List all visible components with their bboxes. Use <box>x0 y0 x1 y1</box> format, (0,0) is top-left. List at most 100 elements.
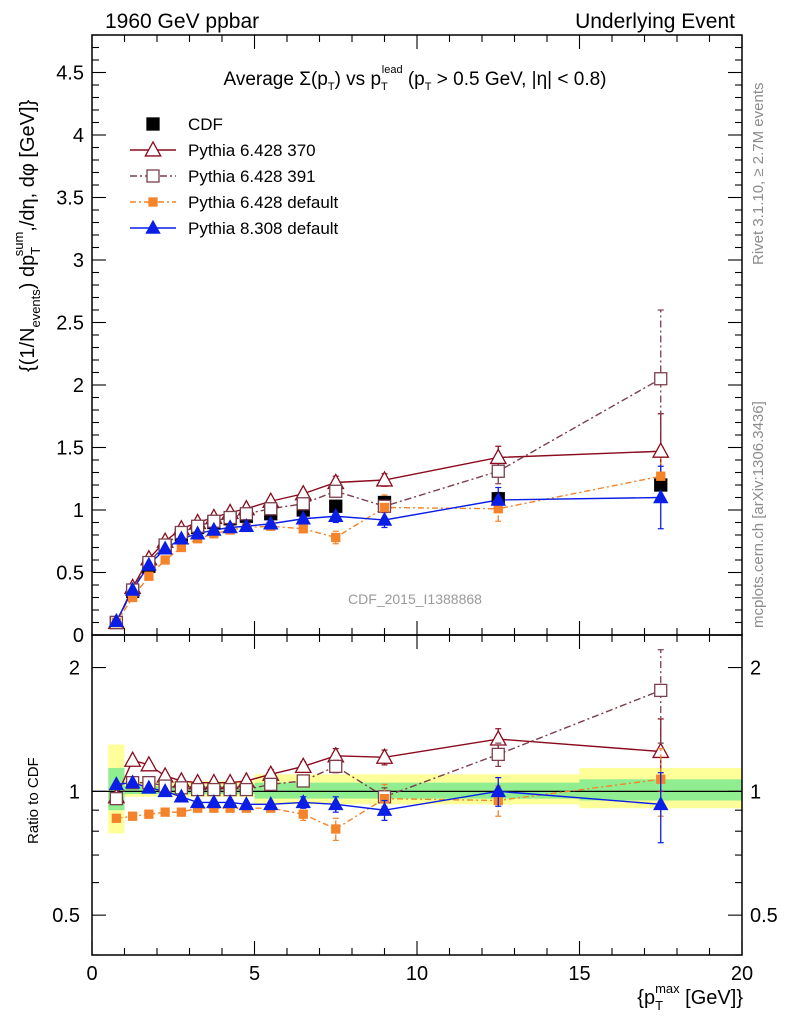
data-point <box>654 372 668 386</box>
data-point <box>379 502 390 513</box>
ratio-point <box>329 759 343 774</box>
x-tick-label: 0 <box>86 963 97 985</box>
main-series <box>107 309 670 630</box>
data-point <box>298 524 308 534</box>
main-y-tick-label: 3.5 <box>56 188 84 210</box>
header-right: Underlying Event <box>575 10 735 33</box>
data-point <box>141 556 157 571</box>
ratio-point <box>222 794 238 809</box>
legend-label: Pythia 6.428 391 <box>188 167 316 186</box>
ratio-y-tick-label-left: 0.5 <box>52 905 80 927</box>
data-point <box>157 540 173 555</box>
ratio-point <box>654 683 668 698</box>
main-y-tick-label: 2.5 <box>56 313 84 335</box>
main-y-label: {(1/Nevents) dpTsum,/dη, dφ [GeV]} <box>11 99 43 372</box>
ratio-point <box>296 774 310 788</box>
ratio-point <box>238 796 255 811</box>
ratio-y-tick-label-right: 1 <box>750 781 761 803</box>
x-axis-label: {pTmax [GeV]} <box>637 981 743 1013</box>
ratio-point <box>108 776 125 791</box>
data-point <box>108 613 125 627</box>
main-y-tick-label: 4.5 <box>56 63 84 85</box>
x-tick-label: 5 <box>249 963 260 985</box>
data-point <box>295 510 311 525</box>
data-point <box>491 464 505 478</box>
ratio-point <box>189 794 206 809</box>
main-y-tick-label: 3 <box>73 250 84 272</box>
data-point <box>651 441 670 458</box>
ratio-point <box>653 796 669 811</box>
legend-marker <box>145 219 161 234</box>
data-point <box>144 571 154 581</box>
data-point <box>264 502 278 516</box>
ratio-y-tick-label-left: 2 <box>69 658 80 680</box>
legend-label: Pythia 6.428 370 <box>188 141 316 160</box>
main-y-tick-label: 1 <box>73 500 84 522</box>
data-point <box>328 508 344 522</box>
data-point <box>160 555 170 565</box>
data-point <box>176 542 187 553</box>
ratio-point <box>190 782 205 797</box>
rivet-label: Rivet 3.1.10, ≥ 2.7M events <box>750 83 767 266</box>
ratio-point <box>123 750 142 767</box>
legend-marker <box>146 169 160 183</box>
ratio-point <box>375 747 394 764</box>
legend-marker <box>144 140 162 157</box>
legend-label: CDF <box>188 115 223 134</box>
ratio-point <box>328 796 344 811</box>
x-tick-label: 10 <box>406 963 428 985</box>
legend-label: Pythia 6.428 default <box>188 193 339 212</box>
ratio-point <box>140 755 158 772</box>
data-point <box>331 532 341 543</box>
data-point <box>239 507 254 521</box>
main-y-tick-label: 0 <box>73 625 84 647</box>
ratio-point <box>331 824 341 834</box>
ratio-point <box>298 809 308 819</box>
data-point <box>375 470 394 487</box>
ratio-y-label: Ratio to CDF <box>25 757 42 844</box>
ratio-point <box>490 783 506 798</box>
data-point <box>329 484 343 498</box>
ratio-point <box>157 783 173 798</box>
legend-marker <box>146 117 160 131</box>
data-point <box>238 518 255 532</box>
ratio-point <box>124 774 141 789</box>
ratio-point <box>206 794 222 809</box>
ratio-point <box>263 796 279 811</box>
legend-marker <box>148 197 158 207</box>
axis-ticks: 0 0.5 1 1.5 2 2.5 3 3.5 4 4.5 0 5 10 15 20 0.5 0.5 1 1 2 2 <box>52 34 778 985</box>
ratio-y-tick-label-right: 0.5 <box>750 905 778 927</box>
ratio-point <box>207 782 221 797</box>
legend-label: Pythia 8.308 default <box>188 219 339 238</box>
ratio-point <box>160 807 170 817</box>
data-point <box>656 471 666 481</box>
ratio-point <box>173 788 190 803</box>
ratio-point <box>223 782 237 797</box>
data-point <box>222 519 238 534</box>
legend: CDF Pythia 6.428 370 Pythia 6.428 391 Pythi… <box>130 115 339 238</box>
mcplots-label: mcplots.cern.ch [arXiv:1306.3436] <box>750 401 767 628</box>
x-tick-label: 15 <box>568 963 590 985</box>
ratio-point <box>141 779 157 794</box>
ratio-point <box>295 794 311 809</box>
data-point <box>493 504 503 514</box>
chart-title: Average Σ(pT) vs pTlead (pT > 0.5 GeV, |… <box>224 64 607 93</box>
ratio-y-tick-label-right: 2 <box>750 658 761 680</box>
ratio-point <box>111 813 122 823</box>
main-y-tick-label: 4 <box>73 125 84 147</box>
ratio-point <box>491 747 505 762</box>
data-point <box>489 448 508 465</box>
data-point <box>124 581 141 596</box>
ratio-point <box>239 782 254 797</box>
ratio-point <box>144 809 154 819</box>
ratio-point <box>376 801 393 816</box>
data-point <box>653 489 669 504</box>
data-point <box>206 521 222 536</box>
data-point <box>376 511 393 526</box>
data-point <box>189 525 206 540</box>
data-point <box>173 530 190 545</box>
ratio-point <box>294 756 313 773</box>
x-tick-label: 20 <box>731 963 753 985</box>
data-point <box>490 491 506 506</box>
